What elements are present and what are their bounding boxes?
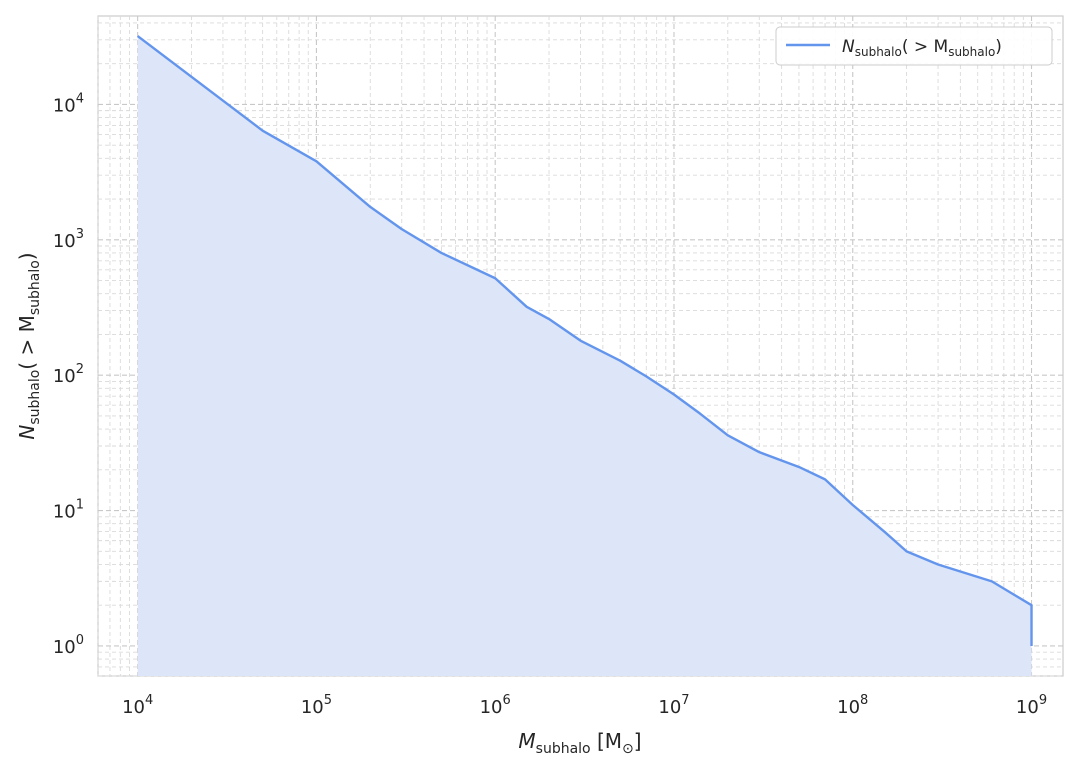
y-tick-label: 100 [53, 633, 84, 658]
x-tick-label: 107 [658, 693, 689, 718]
y-axis-title: Nsubhalo( > Msubhalo) [15, 252, 43, 439]
series-line [136, 35, 1033, 646]
legend: Nsubhalo( > Msubhalo) [775, 26, 1053, 66]
x-tick-label: 106 [480, 693, 511, 718]
x-axis-title: Msubhalo [M⊙] [518, 729, 641, 757]
x-tick-label: 109 [1016, 693, 1047, 718]
x-axis-ticks: 104 105 106 107 108 109 [122, 693, 1047, 718]
y-axis-ticks: 100 101 102 103 104 [53, 91, 84, 658]
y-tick-label: 103 [53, 227, 84, 252]
legend-label: Nsubhalo( > Msubhalo) [842, 37, 1002, 59]
series-fill-area [137, 36, 1032, 677]
legend-box [775, 26, 1053, 66]
x-tick-label: 104 [122, 693, 153, 718]
y-tick-label: 102 [53, 362, 84, 387]
x-tick-label: 108 [837, 693, 868, 718]
y-tick-label: 104 [53, 91, 84, 116]
x-tick-label: 105 [301, 693, 332, 718]
y-tick-label: 101 [53, 498, 84, 523]
